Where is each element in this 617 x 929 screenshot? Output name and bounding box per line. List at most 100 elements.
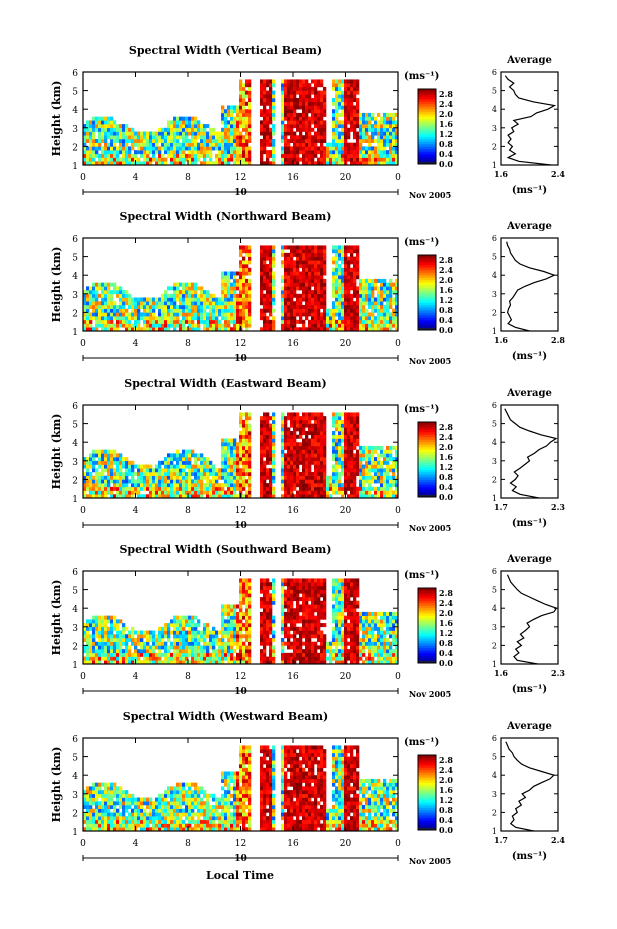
heatmap-cell <box>86 641 90 646</box>
heatmap-cell <box>104 146 108 151</box>
heatmap-cell <box>119 645 123 650</box>
heatmap-cell <box>110 142 114 147</box>
heatmap-cell <box>335 457 339 462</box>
heatmap-cell <box>284 442 288 447</box>
heatmap-cell <box>104 634 108 639</box>
heatmap-cell <box>305 293 309 298</box>
heatmap-cell <box>92 157 96 162</box>
heatmap-cell <box>239 468 243 473</box>
heatmap-cell <box>134 301 138 306</box>
heatmap-cell <box>281 475 285 480</box>
heatmap-cell <box>200 468 204 473</box>
heatmap-cell <box>281 323 285 328</box>
heatmap-cell <box>338 101 342 106</box>
heatmap-cell <box>197 142 201 147</box>
heatmap-cell <box>371 464 375 469</box>
heatmap-cell <box>353 83 357 88</box>
heatmap-cell <box>296 460 300 465</box>
heatmap-cell <box>374 304 378 309</box>
heatmap-cell <box>209 304 213 309</box>
heatmap-cell <box>242 479 246 484</box>
heatmap-cell <box>263 460 267 465</box>
heatmap-cell <box>293 109 297 114</box>
heatmap-cell <box>191 464 195 469</box>
heatmap-cell <box>287 131 291 136</box>
heatmap-cell <box>353 301 357 306</box>
heatmap-cell <box>179 297 183 302</box>
heatmap-cell <box>386 290 390 295</box>
heatmap-cell <box>371 457 375 462</box>
heatmap-cell <box>125 471 129 476</box>
heatmap-cell <box>293 412 297 417</box>
heatmap-cell <box>302 101 306 106</box>
heatmap-cell <box>194 161 198 166</box>
heatmap-cell <box>248 316 252 321</box>
heatmap-cell <box>122 634 126 639</box>
heatmap-cell <box>350 427 354 432</box>
heatmap-cell <box>248 457 252 462</box>
heatmap-cell <box>242 245 246 250</box>
colorbar-swatch <box>418 136 436 140</box>
heatmap-cell <box>197 150 201 155</box>
heatmap-cell <box>107 120 111 125</box>
heatmap-cell <box>323 438 327 443</box>
heatmap-cell <box>92 453 96 458</box>
heatmap-cell <box>119 619 123 624</box>
heatmap-cell <box>224 327 228 332</box>
panel-title: Spectral Width (Northward Beam) <box>120 210 332 223</box>
heatmap-cell <box>236 460 240 465</box>
heatmap-cell <box>233 449 237 454</box>
heatmap-cell <box>350 297 354 302</box>
heatmap-cell <box>359 282 363 287</box>
heatmap-cell <box>137 494 141 499</box>
heatmap-cell <box>374 150 378 155</box>
heatmap-cell <box>320 249 324 254</box>
heatmap-cell <box>116 475 120 480</box>
heatmap-cell <box>380 278 384 283</box>
heatmap-cell <box>293 83 297 88</box>
heatmap-cell <box>317 494 321 499</box>
heatmap-cell <box>269 116 273 121</box>
heatmap-cell <box>284 423 288 428</box>
heatmap-cell <box>119 656 123 661</box>
heatmap-cell <box>296 412 300 417</box>
heatmap-cell <box>179 494 183 499</box>
heatmap-cell <box>323 293 327 298</box>
heatmap-cell <box>356 471 360 476</box>
heatmap-cell <box>302 282 306 287</box>
heatmap-cell <box>89 319 93 324</box>
heatmap-cell <box>104 323 108 328</box>
heatmap-cell <box>113 323 117 328</box>
heatmap-cell <box>230 319 234 324</box>
heatmap-cell <box>269 301 273 306</box>
heatmap-cell <box>350 256 354 261</box>
heatmap-cell <box>230 112 234 117</box>
x-tick-label: 0 <box>395 506 401 516</box>
heatmap-cell <box>272 109 276 114</box>
heatmap-cell <box>368 327 372 332</box>
heatmap-cell <box>299 98 303 103</box>
heatmap-cell <box>101 460 105 465</box>
heatmap-cell <box>374 468 378 473</box>
heatmap-cell <box>356 79 360 84</box>
heatmap-cell <box>191 301 195 306</box>
heatmap-cell <box>170 641 174 646</box>
heatmap-cell <box>86 323 90 328</box>
heatmap-cell <box>221 323 225 328</box>
heatmap-cell <box>302 464 306 469</box>
heatmap-cell <box>143 312 147 317</box>
heatmap-cell <box>281 79 285 84</box>
heatmap-cell <box>227 124 231 129</box>
heatmap-cell <box>383 153 387 158</box>
heatmap-cell <box>188 301 192 306</box>
heatmap-cell <box>263 131 267 136</box>
heatmap-cell <box>344 135 348 140</box>
heatmap-cell <box>314 264 318 269</box>
heatmap-cell <box>299 486 303 491</box>
heatmap-cell <box>230 135 234 140</box>
heatmap-cell <box>92 619 96 624</box>
heatmap-cell <box>263 94 267 99</box>
heatmap-cell <box>116 630 120 635</box>
heatmap-cell <box>302 445 306 450</box>
heatmap-cell <box>215 316 219 321</box>
